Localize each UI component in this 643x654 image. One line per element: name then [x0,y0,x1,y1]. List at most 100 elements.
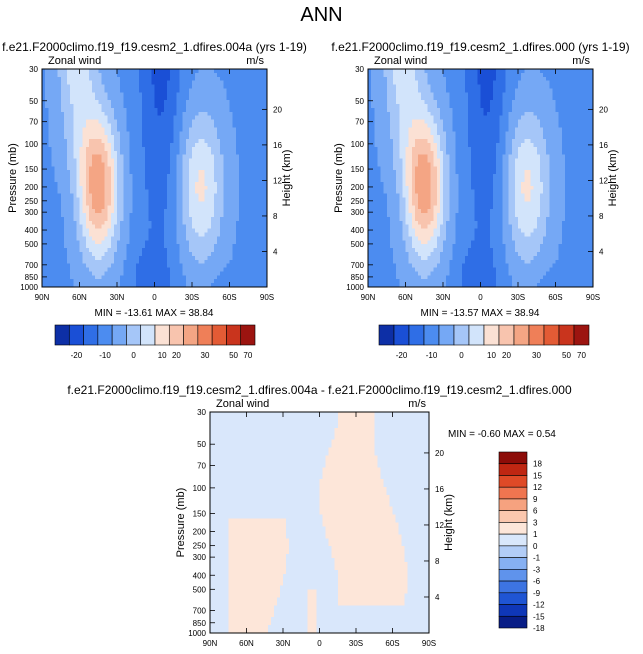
x-tick-label: 90S [260,293,274,302]
colorbar-swatch [498,463,528,476]
colorbar-label: 20 [502,351,511,360]
panel-left-label: Zonal wind [216,398,269,410]
y-tick-label: 850 [351,273,365,282]
y-tick-label: 500 [193,585,207,594]
y2-tick-label: 8 [599,212,604,221]
x-tick-label: 90S [586,293,600,302]
y-tick-label: 850 [25,273,39,282]
colorbar-label: 15 [533,471,542,480]
colorbar-swatch [498,522,528,535]
x-tick-label: 30N [436,293,451,302]
colorbar-label: 50 [229,351,238,360]
colorbar-swatch [438,324,455,346]
y-tick-label: 300 [193,553,207,562]
y2-tick-label: 4 [273,247,278,256]
y2-tick-label: 20 [435,449,444,458]
y-tick-label: 200 [25,183,39,192]
colorbar-swatch [468,324,485,346]
colorbar-swatch [498,510,528,523]
y-tick-label: 50 [197,440,206,449]
y-tick-label: 150 [193,509,207,518]
y2-axis-title: Height (km) [281,150,293,207]
x-tick-label: 90N [361,293,376,302]
panel-units: m/s [572,55,590,67]
x-tick-label: 0 [317,639,322,648]
y-tick-label: 200 [193,528,207,537]
panel-units: m/s [246,55,264,67]
panel-left-label: Zonal wind [48,55,101,67]
y-tick-label: 1000 [20,283,38,292]
y-tick-label: 500 [351,240,365,249]
y2-tick-label: 16 [599,141,608,150]
colorbar-swatch [573,324,590,346]
y-tick-label: 50 [355,97,364,106]
colorbar-swatch [498,580,528,594]
panel-units: m/s [408,398,426,410]
colorbar-label: 10 [158,351,167,360]
colorbar-label: 6 [533,507,538,516]
colorbar-label: -12 [533,601,545,610]
panel-left-label: Zonal wind [374,55,427,67]
contour-fill [368,69,594,288]
colorbar-swatch [378,324,395,346]
colorbar-swatch [498,324,515,346]
colorbar-label: 10 [487,351,496,360]
contour-fill [210,412,430,634]
y-tick-label: 400 [193,571,207,580]
colorbar-label: 12 [533,483,542,492]
contour-panel-1: f.e21.F2000climo.f19_f19.cesm2_1.dfires.… [2,40,307,360]
y2-tick-label: 4 [435,593,440,602]
y-axis-title: Pressure (mb) [7,143,19,213]
y-tick-label: 150 [25,165,39,174]
x-tick-label: 0 [478,293,483,302]
y2-tick-label: 20 [273,105,282,114]
y-tick-label: 70 [29,118,38,127]
y-tick-label: 300 [25,208,39,217]
x-tick-label: 60N [239,639,254,648]
colorbar-label: 30 [532,351,541,360]
colorbar-swatch [498,533,528,547]
min-max-stats: MIN = -13.61 MAX = 38.84 [95,308,214,319]
colorbar-swatch [97,324,113,346]
x-tick-label: 30S [349,639,363,648]
colorbar-swatch [211,324,227,346]
colorbar-label: 0 [533,542,538,551]
colorbar-swatch [498,569,528,582]
x-tick-label: 60N [72,293,87,302]
x-tick-label: 60S [222,293,236,302]
y-tick-label: 100 [193,484,207,493]
colorbar-swatch [483,324,500,346]
colorbar-swatch [498,592,528,605]
colorbar-label: 30 [201,351,210,360]
colorbar-label: 70 [577,351,586,360]
colorbar-label: -6 [533,577,541,586]
colorbar-label: -10 [426,351,438,360]
colorbar-label: -1 [533,554,541,563]
y-tick-label: 200 [351,183,365,192]
y-tick-label: 700 [25,261,39,270]
y-tick-label: 100 [351,140,365,149]
y2-tick-label: 16 [273,141,282,150]
y-tick-label: 250 [25,197,39,206]
colorbar-label: 50 [562,351,571,360]
y-tick-label: 30 [355,65,364,74]
y-tick-label: 100 [25,140,39,149]
colorbar-swatch [183,324,199,346]
colorbar-label: 9 [533,495,538,504]
colorbar-swatch [498,486,528,500]
y-tick-label: 700 [351,261,365,270]
colorbar-label: 1 [533,530,538,539]
y-tick-label: 70 [355,118,364,127]
colorbar-swatch [140,324,156,346]
colorbar-label: -9 [533,589,541,598]
colorbar-label: -18 [533,624,545,633]
x-tick-label: 30N [276,639,291,648]
colorbar-swatch [498,451,528,465]
colorbar-swatch [226,324,242,346]
x-tick-label: 30S [185,293,199,302]
colorbar-swatch [168,324,184,346]
x-tick-label: 90S [422,639,436,648]
colorbar-label: 18 [533,460,542,469]
y-tick-label: 50 [29,97,38,106]
colorbar-swatch [498,545,528,558]
